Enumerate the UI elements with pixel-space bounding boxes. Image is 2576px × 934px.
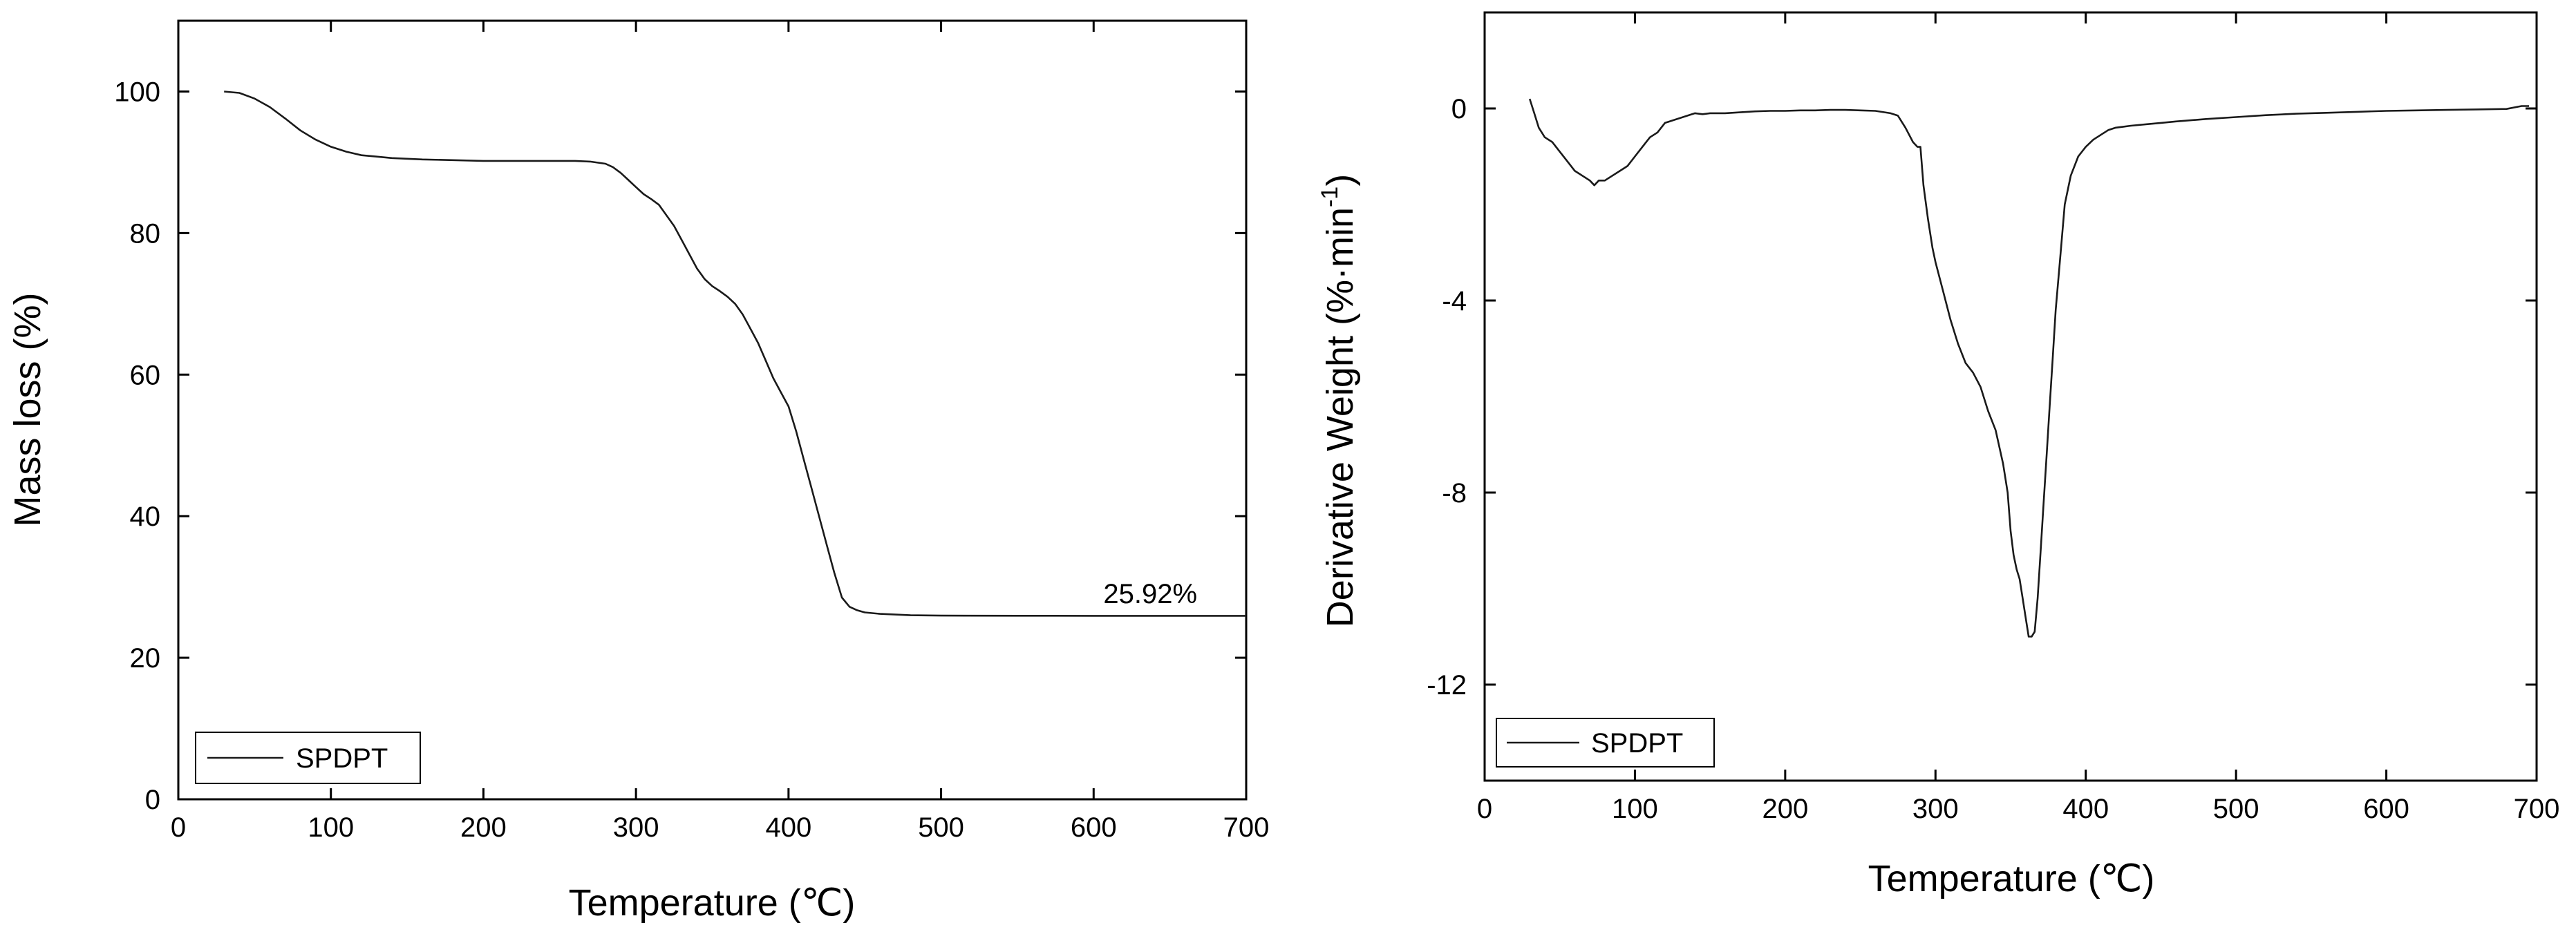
mass-loss-y-tick-label: 40: [130, 502, 161, 532]
mass-loss-x-tick-label: 400: [765, 812, 811, 843]
mass-loss-legend: SPDPT: [195, 732, 421, 784]
derivative-weight-x-tick-label: 300: [1912, 794, 1959, 824]
derivative-weight-legend-label: SPDPT: [1591, 728, 1683, 759]
derivative-weight-y-axis-label: Derivative Weight (%·min-1): [1317, 174, 1361, 627]
derivative-weight-plot-frame: [1483, 11, 2538, 782]
derivative-weight-y-tick-label: -4: [1442, 286, 1467, 316]
derivative-weight-y-tick-label: -12: [1427, 670, 1467, 700]
derivative-weight-y-tick-label: 0: [1451, 94, 1467, 124]
mass-loss-x-tick-label: 0: [171, 812, 186, 843]
derivative-weight-legend: SPDPT: [1496, 718, 1715, 768]
derivative-weight-tick-labels: 0 100 200 300 400 500 600 700 0 -4 -8 -12: [1427, 94, 2559, 824]
mass-loss-x-tick-label: 200: [460, 812, 507, 843]
mass-loss-y-tick-label: 60: [130, 360, 161, 390]
derivative-weight-x-tick-label: 600: [2363, 794, 2409, 824]
mass-loss-x-tick-label: 600: [1071, 812, 1117, 843]
mass-loss-y-tick-label: 0: [145, 785, 160, 815]
mass-loss-legend-label: SPDPT: [296, 743, 388, 774]
derivative-weight-x-tick-label: 0: [1477, 794, 1492, 824]
mass-loss-x-tick-label: 700: [1223, 812, 1270, 843]
derivative-weight-y-axis-label-unit-exponent: -1: [1317, 187, 1343, 207]
mass-loss-y-tick-label: 100: [114, 77, 160, 107]
mass-loss-y-tick-label: 20: [130, 643, 161, 674]
mass-loss-y-axis-label: Mass loss (%): [7, 292, 48, 526]
mass-loss-series-line: [224, 90, 1246, 617]
derivative-weight-chart: 0 100 200 300 400 500 600 700 0 -4 -8 -12 SPDPT Tem…: [1317, 11, 2559, 899]
derivative-weight-x-axis-label: Temperature (℃): [1868, 858, 2155, 899]
derivative-weight-y-axis-label-close: ): [1319, 174, 1361, 187]
mass-loss-x-tick-label: 500: [918, 812, 964, 843]
derivative-weight-series-line: [1528, 98, 2530, 638]
mass-loss-x-axis-label: Temperature (℃): [569, 882, 856, 924]
derivative-weight-x-tick-label: 700: [2514, 794, 2560, 824]
derivative-weight-ticks: [1483, 12, 2538, 781]
mass-loss-x-tick-label: 100: [308, 812, 354, 843]
mass-loss-tick-labels: 0 100 200 300 400 500 600 700 0 20 40 60 80 100: [114, 77, 1269, 843]
mass-loss-chart: 0 100 200 300 400 500 600 700 0 20 40 60 80 100 25.92…: [7, 19, 1269, 924]
derivative-weight-x-tick-label: 400: [2062, 794, 2109, 824]
mass-loss-x-tick-label: 300: [613, 812, 659, 843]
derivative-weight-x-tick-label: 200: [1762, 794, 1808, 824]
derivative-weight-y-tick-label: -8: [1442, 478, 1467, 508]
residual-mass-annotation: 25.92%: [1103, 579, 1197, 609]
derivative-weight-x-tick-label: 500: [2213, 794, 2259, 824]
derivative-weight-y-axis-label-main: Derivative Weight (%·min: [1319, 207, 1361, 627]
mass-loss-y-tick-label: 80: [130, 218, 161, 249]
mass-loss-plot-frame: [177, 19, 1248, 801]
mass-loss-ticks: [177, 21, 1248, 801]
derivative-weight-x-tick-label: 100: [1612, 794, 1658, 824]
